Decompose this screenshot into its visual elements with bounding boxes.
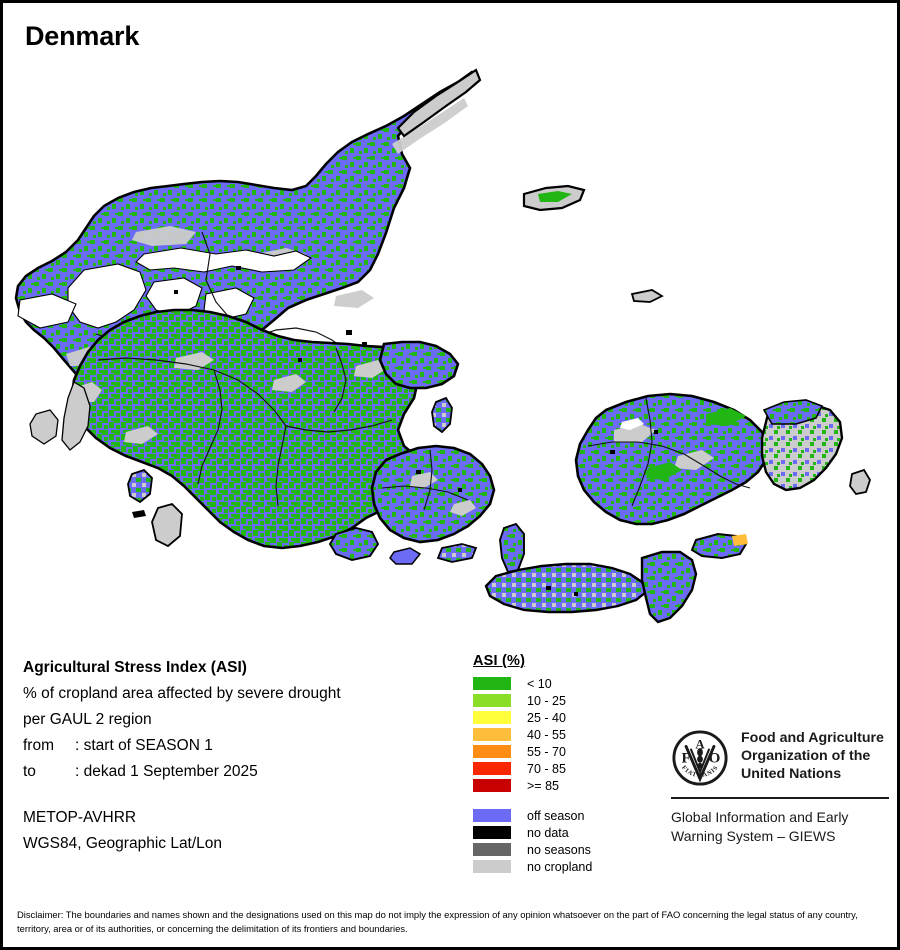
- legend-extra-label: no seasons: [527, 842, 591, 857]
- fao-giews-line-1: Global Information and Early: [671, 809, 849, 825]
- page-title: Denmark: [25, 21, 140, 51]
- info-sensor: METOP-AVHRR: [23, 809, 137, 826]
- legend-class-swatch: [473, 779, 511, 792]
- west-coast-no-cropland: [29, 381, 91, 451]
- info-from-value: : start of SEASON 1: [75, 737, 213, 754]
- fao-branding-block: F A O FIAT PANIS Food and Agriculture Or…: [671, 729, 889, 846]
- info-from-key: from: [23, 737, 54, 754]
- legend-extra-row[interactable]: no data: [473, 824, 592, 841]
- svg-text:F: F: [681, 751, 690, 767]
- legend-extra-swatch: [473, 826, 511, 839]
- landmass-samso: [431, 396, 453, 434]
- legend-class-label: 55 - 70: [527, 744, 566, 759]
- legend-class-swatch: [473, 677, 511, 690]
- legend-class-row[interactable]: 70 - 85: [473, 760, 592, 777]
- legend-extra-list: off season no data no seasons no cropland: [473, 807, 592, 875]
- info-to-value: : dekad 1 September 2025: [75, 763, 258, 780]
- landmass-anholt: [630, 289, 664, 303]
- admin-boundaries-central: [97, 347, 393, 507]
- map-landmasses: [14, 68, 871, 624]
- legend-class-list: < 10 10 - 25 25 - 40 40 - 55 55 - 70 70 - 85 >…: [473, 675, 592, 794]
- landmass-lolland: [484, 562, 648, 614]
- landmass-moen: [690, 532, 748, 560]
- fao-top-row: F A O FIAT PANIS Food and Agriculture Or…: [671, 729, 889, 787]
- fao-logo-icon: F A O FIAT PANIS: [671, 729, 729, 787]
- fao-org-name: Food and Agriculture Organization of the…: [741, 729, 884, 783]
- copenhagen-north-cropland: [762, 399, 824, 425]
- legend-class-row[interactable]: 40 - 55: [473, 726, 592, 743]
- fao-org-line-2: Organization of the: [741, 748, 871, 764]
- laeso-green-patch: [538, 191, 572, 202]
- denmark-asi-map: [6, 58, 897, 628]
- legend-class-row[interactable]: < 10: [473, 675, 592, 692]
- landmass-fyn-small-isles: [389, 547, 422, 565]
- landmass-falster: [640, 550, 698, 624]
- info-to-key: to: [23, 763, 36, 780]
- legend-class-swatch: [473, 711, 511, 724]
- legend-extra-label: no data: [527, 825, 569, 840]
- info-to-row: to : dekad 1 September 2025: [23, 759, 453, 785]
- legend-gap: [473, 794, 592, 807]
- legend-class-swatch: [473, 762, 511, 775]
- landmass-aeroe: [436, 543, 478, 563]
- legend-extra-swatch: [473, 860, 511, 873]
- landmass-skagen-spit: [396, 68, 482, 138]
- svg-text:A: A: [695, 738, 705, 752]
- fao-divider: [671, 797, 889, 799]
- fao-giews-line-2: Warning System – GIEWS: [671, 828, 836, 844]
- legend-extra-row[interactable]: no cropland: [473, 858, 592, 875]
- asi-legend: ASI (%) < 10 10 - 25 25 - 40 40 - 55 55 - 70…: [473, 653, 592, 875]
- fao-org-line-3: United Nations: [741, 766, 842, 782]
- legend-class-label: 10 - 25: [527, 693, 566, 708]
- map-info-block: Agricultural Stress Index (ASI) % of cro…: [23, 655, 453, 857]
- legend-class-swatch: [473, 745, 511, 758]
- legend-class-label: >= 85: [527, 778, 559, 793]
- landmass-als: [328, 527, 380, 561]
- legend-class-label: 40 - 55: [527, 727, 566, 742]
- legend-class-label: < 10: [527, 676, 552, 691]
- info-subtitle-1: % of cropland area affected by severe dr…: [23, 685, 341, 702]
- legend-class-row[interactable]: 10 - 25: [473, 692, 592, 709]
- legend-extra-row[interactable]: off season: [473, 807, 592, 824]
- legend-class-swatch: [473, 728, 511, 741]
- svg-text:O: O: [709, 751, 721, 767]
- legend-class-label: 70 - 85: [527, 761, 566, 776]
- legend-extra-swatch: [473, 809, 511, 822]
- info-heading: Agricultural Stress Index (ASI): [23, 659, 247, 676]
- legend-extra-swatch: [473, 843, 511, 856]
- info-spacer: [23, 785, 453, 805]
- info-subtitle-2: per GAUL 2 region: [23, 711, 152, 728]
- legend-class-row[interactable]: >= 85: [473, 777, 592, 794]
- disclaimer-text: Disclaimer: The boundaries and names sho…: [17, 909, 858, 934]
- admin-boundaries-funen: [381, 449, 469, 511]
- info-projection: WGS84, Geographic Lat/Lon: [23, 835, 223, 852]
- no-cropland-patches-central: [74, 352, 388, 444]
- legend-extra-label: no cropland: [527, 859, 593, 874]
- legend-class-row[interactable]: 55 - 70: [473, 743, 592, 760]
- legend-extra-row[interactable]: no seasons: [473, 841, 592, 858]
- moen-orange-patch: [732, 534, 748, 546]
- legend-title: ASI (%): [473, 653, 526, 669]
- landmass-langeland: [499, 522, 525, 574]
- landmass-djursland: [378, 340, 460, 390]
- fao-org-line-1: Food and Agriculture: [741, 730, 884, 746]
- landmass-north-jutland: [14, 70, 479, 396]
- admin-boundaries-zealand: [587, 397, 751, 507]
- legend-class-swatch: [473, 694, 511, 707]
- info-from-row: from : start of SEASON 1: [23, 733, 453, 759]
- landmass-saltholm: [849, 468, 871, 495]
- landmass-funen: [370, 444, 496, 544]
- legend-extra-label: off season: [527, 808, 585, 823]
- no-data-specks: [174, 266, 658, 596]
- legend-class-label: 25 - 40: [527, 710, 566, 725]
- fao-giews-name: Global Information and Early Warning Sys…: [671, 808, 889, 846]
- limfjord-water: [17, 247, 313, 329]
- legend-class-row[interactable]: 25 - 40: [473, 709, 592, 726]
- wadden-sea-islands: [127, 468, 183, 548]
